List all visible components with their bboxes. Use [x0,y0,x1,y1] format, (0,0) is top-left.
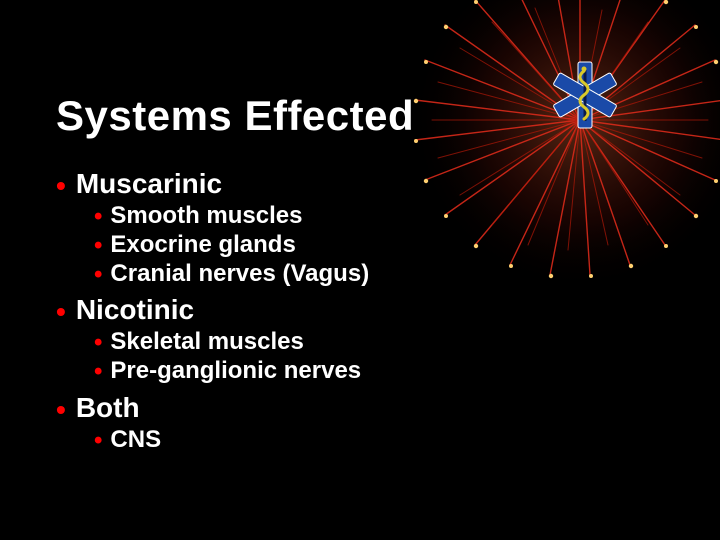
bullet-icon: • [56,396,66,424]
bullet-icon: • [94,232,102,261]
both-items: •CNS [94,426,664,455]
star-of-life-badge [550,60,620,130]
bullet-icon: • [94,427,102,456]
bullet-icon: • [56,298,66,326]
bullet-icon: • [56,172,66,200]
list-item: •Cranial nerves (Vagus) [94,260,664,289]
section-label: Nicotinic [76,294,194,326]
nicotinic-items: •Skeletal muscles •Pre-ganglionic nerves [94,328,664,386]
bullet-icon: • [94,261,102,290]
bullet-icon: • [94,203,102,232]
section-muscarinic: • Muscarinic [56,168,664,200]
section-label: Muscarinic [76,168,222,200]
list-item: •Skeletal muscles [94,328,664,357]
bullet-icon: • [94,358,102,387]
section-both: • Both [56,392,664,424]
bullet-icon: • [94,329,102,358]
section-label: Both [76,392,140,424]
list-item: •CNS [94,426,664,455]
list-item: •Pre-ganglionic nerves [94,357,664,386]
list-item: •Smooth muscles [94,202,664,231]
muscarinic-items: •Smooth muscles •Exocrine glands •Crania… [94,202,664,288]
list-item: •Exocrine glands [94,231,664,260]
section-nicotinic: • Nicotinic [56,294,664,326]
